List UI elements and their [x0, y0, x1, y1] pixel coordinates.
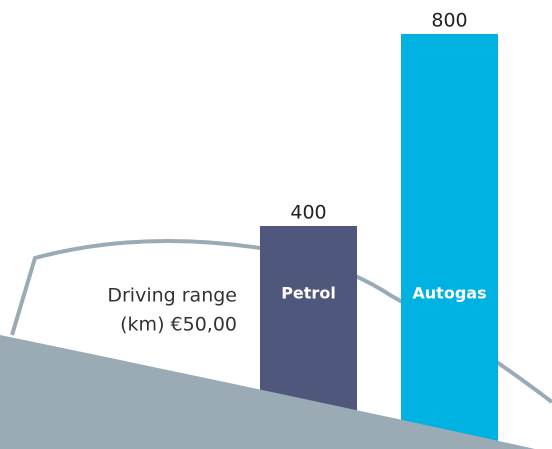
chart: Driving range (km) €50,00 400 Petrol 800 Au…	[0, 0, 552, 449]
bars	[260, 34, 498, 449]
bar	[401, 34, 498, 449]
value-label: 400	[290, 202, 326, 224]
value-label: 800	[431, 10, 467, 32]
page: {"chart_data": {"type": "bar", "descript…	[0, 0, 552, 449]
description: (km) €50,00	[120, 314, 237, 336]
category-label: Autogas	[412, 284, 486, 303]
category-label: Petrol	[281, 284, 336, 303]
description: Driving range	[107, 285, 237, 307]
